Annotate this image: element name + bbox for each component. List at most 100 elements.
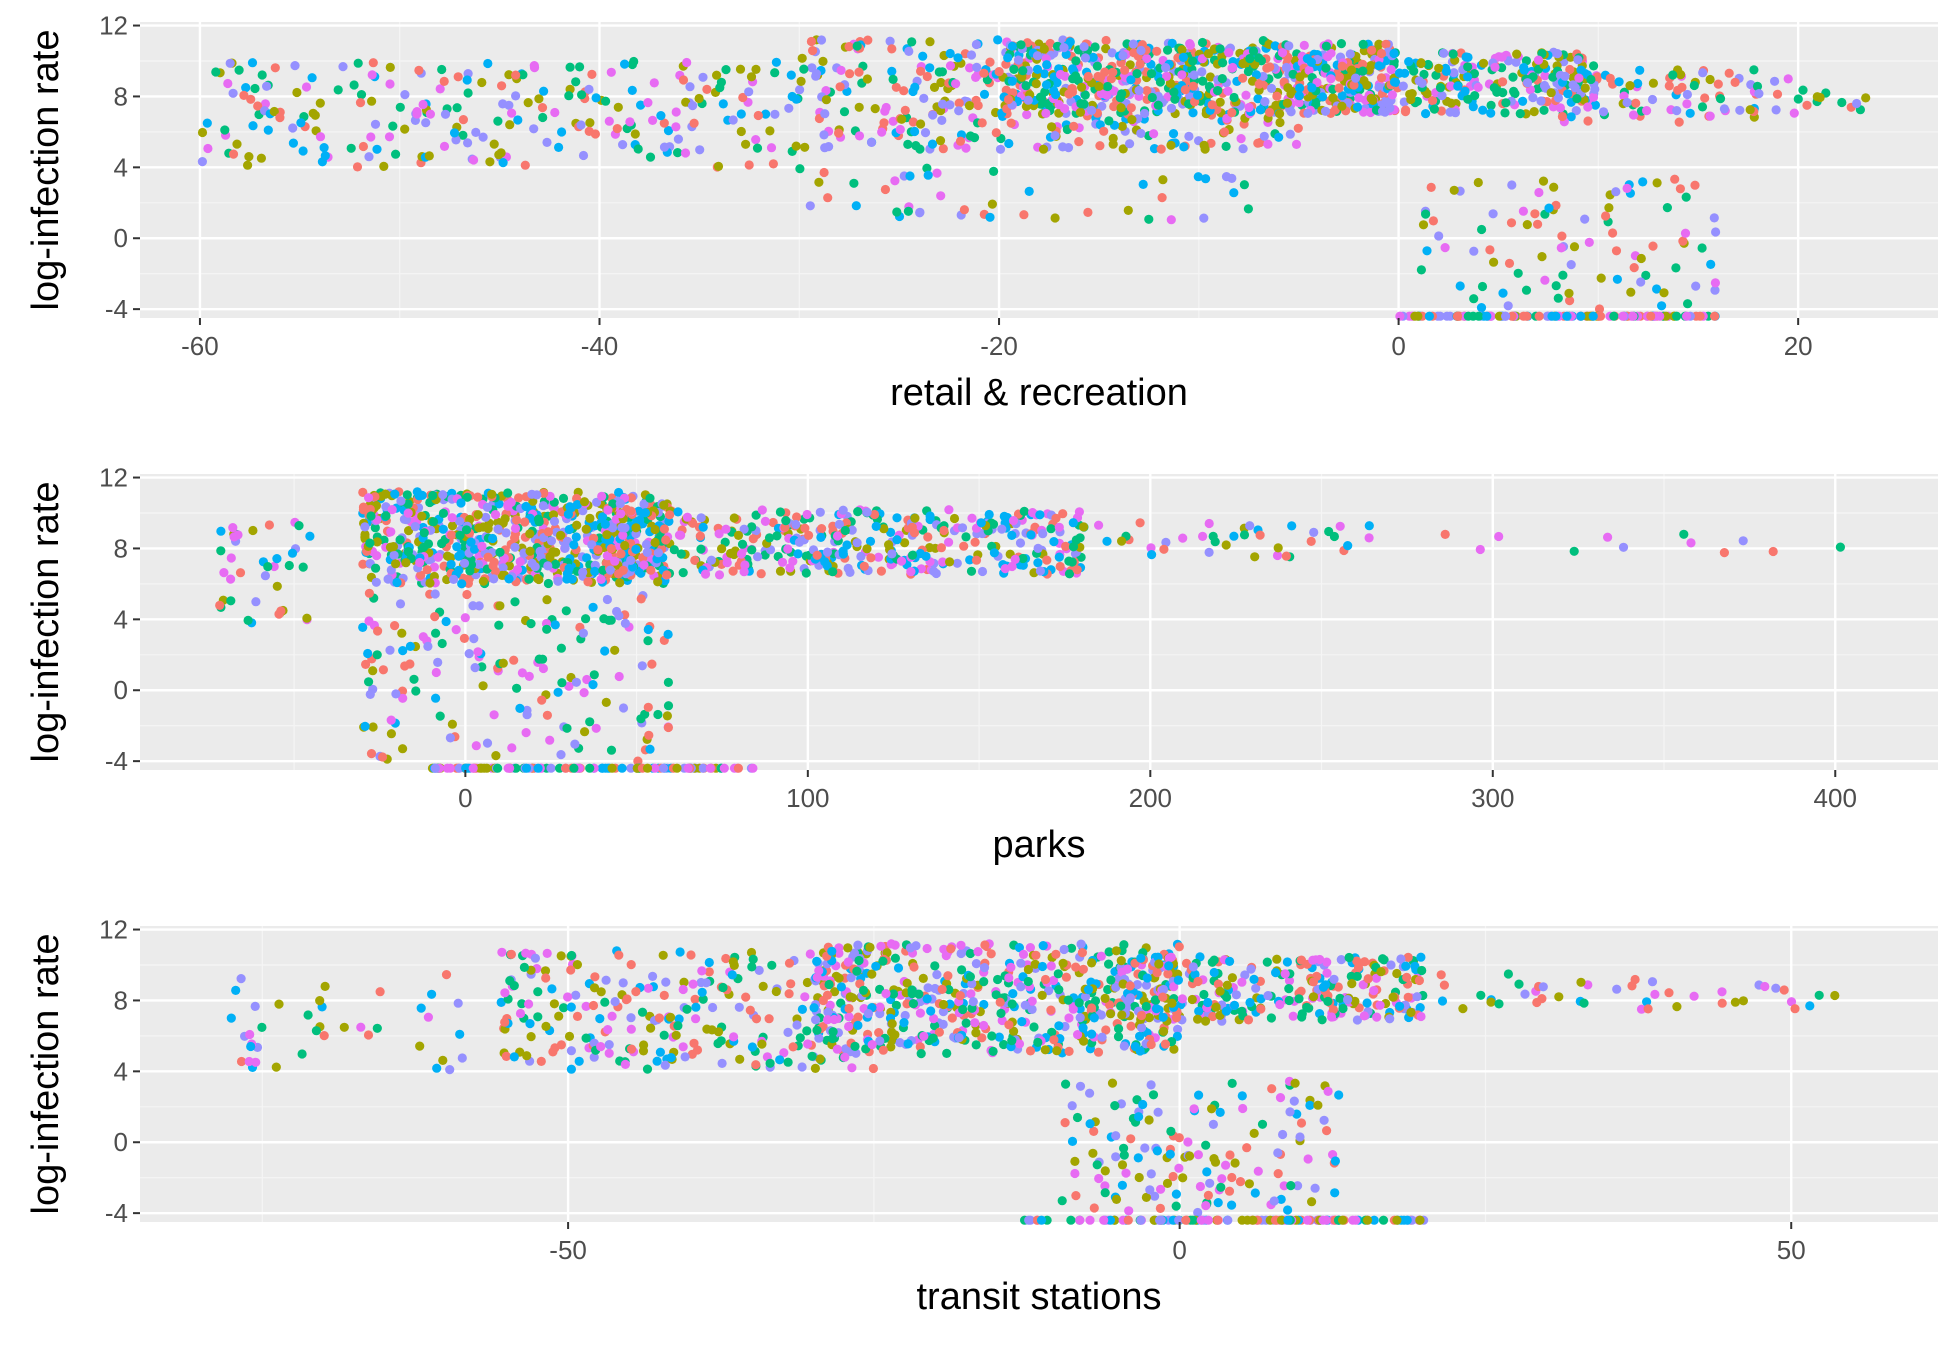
data-point — [1534, 187, 1544, 198]
data-point — [1227, 1200, 1237, 1210]
data-point — [596, 1042, 606, 1052]
data-point — [403, 499, 413, 509]
data-point — [530, 953, 541, 963]
data-point — [366, 132, 376, 142]
data-point — [1132, 980, 1142, 990]
data-point — [1213, 1198, 1223, 1208]
data-point — [431, 693, 441, 703]
data-point — [1436, 970, 1446, 980]
data-point — [483, 523, 493, 534]
data-point — [1664, 988, 1674, 998]
data-point — [1473, 177, 1483, 188]
data-point — [961, 1018, 971, 1028]
data-point — [936, 543, 947, 553]
data-point — [663, 722, 674, 733]
data-point — [1144, 1115, 1154, 1125]
data-point — [1189, 70, 1199, 80]
data-point — [1557, 111, 1567, 122]
data-point — [1572, 94, 1582, 104]
data-point — [589, 670, 599, 680]
data-point — [457, 1053, 467, 1063]
data-point — [1395, 311, 1405, 321]
data-point — [1032, 64, 1043, 74]
data-point — [832, 531, 843, 541]
data-point — [639, 560, 649, 570]
data-point — [1636, 1004, 1647, 1014]
data-point — [688, 979, 698, 989]
data-point — [938, 1019, 948, 1029]
data-point — [202, 118, 212, 128]
data-point — [915, 208, 925, 218]
data-point — [601, 975, 611, 985]
data-point — [825, 1000, 835, 1010]
data-point — [1294, 98, 1304, 108]
data-point — [1177, 45, 1187, 55]
data-point — [1551, 200, 1561, 210]
data-point — [1330, 1156, 1340, 1166]
data-point — [1201, 1201, 1211, 1211]
data-point — [716, 1036, 726, 1046]
plot-panel-background — [140, 926, 1938, 1222]
data-point — [1389, 48, 1399, 59]
data-point — [689, 118, 699, 128]
data-point — [1161, 537, 1171, 548]
data-point — [1334, 1090, 1344, 1100]
data-point — [377, 752, 388, 762]
data-point — [1021, 81, 1031, 91]
data-point — [248, 121, 258, 131]
data-point — [1117, 1160, 1128, 1170]
data-point — [1861, 93, 1871, 103]
data-point — [1275, 109, 1285, 119]
data-point — [235, 568, 246, 578]
data-point — [626, 1013, 636, 1023]
data-point — [526, 619, 536, 629]
data-point — [820, 109, 830, 119]
data-point — [922, 943, 932, 954]
data-point — [768, 159, 779, 169]
data-point — [661, 977, 671, 987]
data-point — [923, 983, 933, 993]
data-point — [1706, 259, 1716, 269]
data-point — [745, 1005, 755, 1015]
data-point — [1163, 45, 1173, 55]
data-point — [489, 710, 499, 720]
data-point — [849, 948, 860, 958]
data-point — [307, 73, 317, 83]
data-point — [1060, 1118, 1070, 1128]
data-point — [691, 1014, 701, 1024]
data-point — [296, 118, 306, 128]
data-point — [228, 88, 238, 98]
data-point — [758, 981, 768, 992]
data-point — [967, 513, 977, 523]
data-point — [863, 35, 873, 45]
data-point — [226, 553, 236, 563]
data-point — [783, 1057, 793, 1067]
data-point — [1209, 967, 1219, 978]
data-point — [1271, 968, 1281, 978]
data-point — [838, 549, 849, 559]
data-point — [636, 714, 646, 724]
data-point — [1551, 281, 1561, 291]
data-point — [1134, 85, 1144, 96]
data-point — [1783, 74, 1793, 84]
data-point — [653, 709, 663, 720]
data-point — [1167, 38, 1177, 49]
data-point — [822, 561, 832, 571]
data-point — [932, 970, 942, 980]
data-point — [979, 963, 990, 973]
data-point — [650, 763, 660, 773]
data-point — [1158, 175, 1168, 185]
data-point — [1629, 263, 1639, 273]
data-point — [1120, 65, 1130, 75]
data-point — [1208, 531, 1218, 542]
data-point — [1508, 72, 1518, 82]
data-point — [1641, 270, 1651, 280]
data-point — [1107, 48, 1117, 58]
data-point — [1248, 1215, 1258, 1225]
data-point — [1276, 1194, 1286, 1204]
data-point — [1146, 69, 1157, 79]
data-point — [596, 574, 606, 585]
data-point — [1079, 522, 1089, 532]
data-point — [1730, 997, 1740, 1007]
data-point — [1386, 960, 1396, 970]
